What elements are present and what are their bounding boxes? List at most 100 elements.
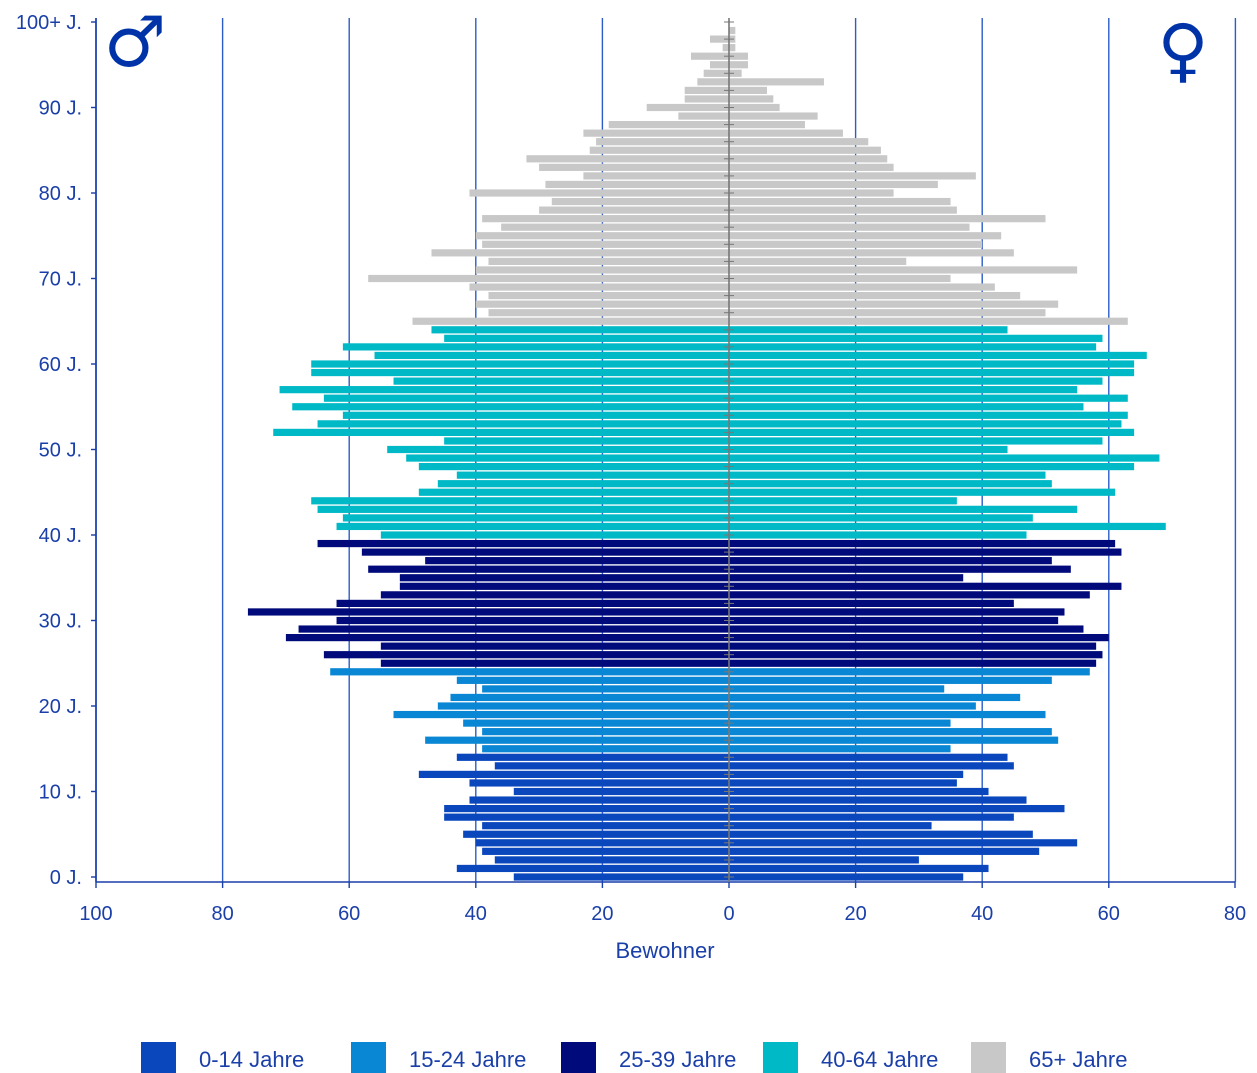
legend: 0-14 Jahre 15-24 Jahre 25-39 Jahre 40-64 Ja… — [141, 1042, 1127, 1073]
legend-swatch — [351, 1042, 386, 1073]
female-bar — [729, 326, 1008, 334]
female-bar — [729, 428, 1135, 436]
x-tick-label: 60 — [1098, 903, 1120, 925]
male-bar — [583, 172, 729, 180]
legend-swatch — [561, 1042, 596, 1073]
female-bar — [729, 497, 957, 505]
female-bar — [729, 514, 1033, 522]
male-bar — [330, 668, 729, 676]
male-bar — [393, 710, 729, 719]
female-bar — [729, 702, 976, 710]
female-bar — [729, 480, 1052, 488]
male-bar — [279, 386, 729, 394]
male-bar — [710, 61, 729, 69]
male-bar — [298, 625, 729, 633]
female-bar — [729, 685, 945, 693]
female-bar — [729, 155, 888, 163]
male-bar — [488, 309, 729, 317]
female-bar — [729, 471, 1046, 479]
male-bar — [399, 574, 729, 582]
male-bar — [456, 676, 729, 684]
male-bar — [311, 497, 729, 505]
female-bar — [729, 770, 964, 778]
male-bar — [380, 531, 729, 539]
male-bar — [482, 847, 729, 855]
male-bar — [380, 659, 729, 667]
female-bar — [729, 813, 1014, 821]
bars — [247, 26, 1166, 881]
female-bar — [729, 61, 748, 69]
male-bar — [292, 403, 729, 411]
male-bar — [684, 86, 729, 94]
male-bar — [482, 685, 729, 693]
y-tick-label: 0 J. — [50, 867, 82, 889]
male-bar — [374, 351, 729, 360]
female-bar — [729, 26, 736, 35]
female-bar — [729, 753, 1008, 761]
x-tick-label: 80 — [211, 903, 233, 925]
x-tick-label: 20 — [591, 903, 613, 925]
male-bar — [418, 463, 729, 471]
female-bar — [729, 745, 951, 753]
female-bar — [729, 796, 1027, 804]
male-bar — [336, 522, 729, 531]
female-bar — [729, 343, 1097, 351]
female-bar — [729, 189, 894, 197]
male-bar — [469, 796, 729, 804]
legend-label: 40-64 Jahre — [821, 1047, 938, 1072]
male-bar — [393, 377, 729, 385]
x-tick-label: 40 — [465, 903, 487, 925]
female-bar — [729, 659, 1097, 667]
male-bar — [444, 437, 729, 445]
female-bar — [729, 736, 1059, 744]
legend-label: 0-14 Jahre — [199, 1047, 304, 1072]
female-bar — [729, 693, 1021, 702]
female-bar — [729, 386, 1078, 394]
male-bar — [273, 428, 729, 436]
male-bar — [342, 411, 729, 419]
female-bar — [729, 822, 932, 830]
female-bar — [729, 300, 1059, 308]
female-bar — [729, 394, 1128, 402]
male-bar — [311, 368, 729, 377]
y-tick-label: 30 J. — [39, 611, 82, 633]
legend-label: 65+ Jahre — [1029, 1047, 1127, 1072]
y-tick-label: 60 J. — [39, 354, 82, 376]
female-bar — [729, 309, 1046, 317]
x-axis-labels: 100 80 60 40 20 0 20 40 60 80 — [79, 903, 1246, 925]
female-bar — [729, 411, 1128, 419]
female-bar — [729, 103, 780, 112]
male-bar — [494, 762, 729, 770]
y-tick-label: 10 J. — [39, 782, 82, 804]
female-bar — [729, 616, 1059, 625]
male-bar — [469, 779, 729, 787]
legend-label: 15-24 Jahre — [409, 1047, 526, 1072]
female-bar — [729, 292, 1021, 300]
male-bar — [475, 300, 729, 308]
female-bar — [729, 719, 951, 727]
male-bar — [475, 232, 729, 240]
male-bar — [380, 642, 729, 650]
male-bar — [482, 728, 729, 736]
female-bar — [729, 599, 1014, 607]
male-bar — [406, 454, 729, 462]
female-bar — [729, 531, 1027, 539]
x-tick-label: 60 — [338, 903, 360, 925]
female-bar — [729, 257, 907, 265]
female-bar — [729, 129, 843, 137]
axes — [91, 18, 1236, 888]
female-bar — [729, 454, 1160, 462]
male-bar — [456, 864, 729, 873]
male-bar — [323, 651, 729, 659]
female-bar — [729, 591, 1090, 599]
male-bar — [412, 317, 729, 325]
male-bar — [456, 753, 729, 761]
female-bar — [729, 52, 748, 60]
x-tick-label: 20 — [844, 903, 866, 925]
female-bar — [729, 197, 951, 206]
female-bar — [729, 847, 1040, 855]
male-bar — [342, 514, 729, 522]
female-bar — [729, 232, 1002, 240]
female-bar — [729, 839, 1078, 847]
